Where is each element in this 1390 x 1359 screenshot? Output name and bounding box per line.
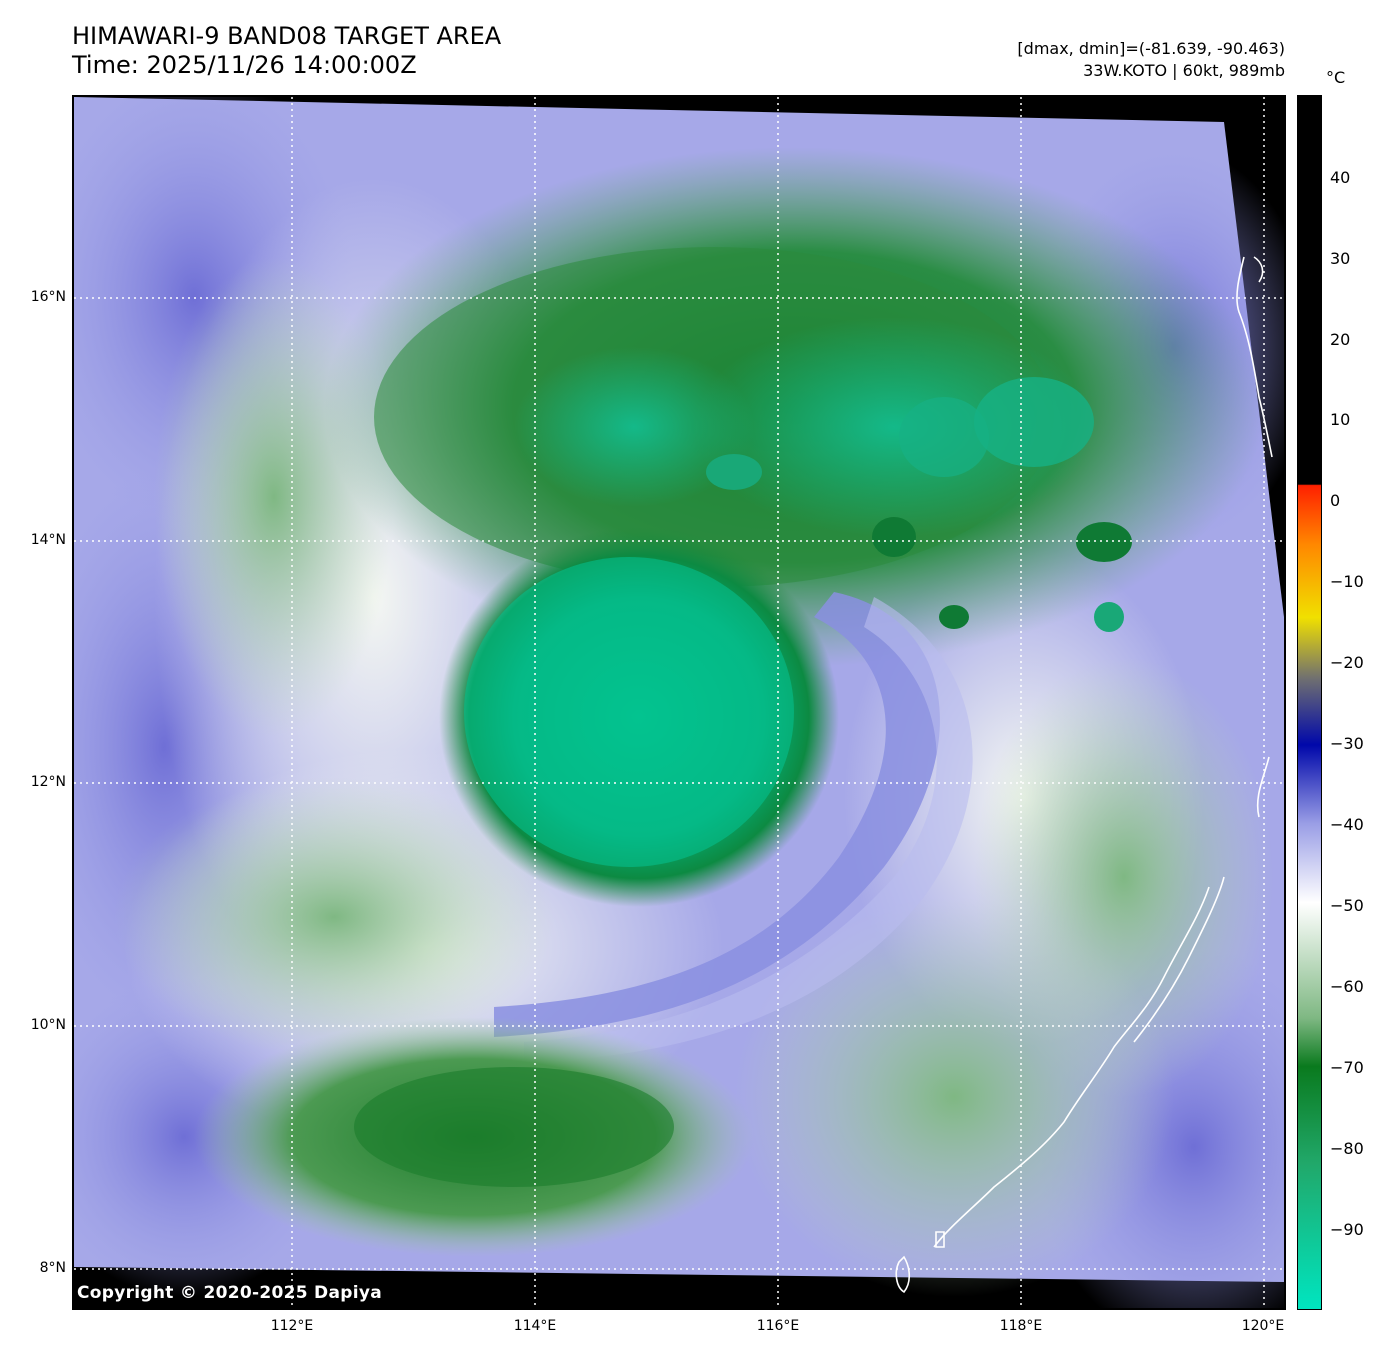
colorbar-tick-minus30: −30 bbox=[1330, 734, 1364, 753]
lat-label-14n: 14°N bbox=[30, 532, 66, 548]
copyright-notice: Copyright © 2020-2025 Dapiya bbox=[77, 1283, 382, 1303]
dmax-dmin-readout: [dmax, dmin]=(-81.639, -90.463) bbox=[1017, 39, 1285, 58]
figure-title: HIMAWARI-9 BAND08 TARGET AREA Time: 2025… bbox=[72, 22, 501, 80]
storm-name-readout: 33W.KOTO | 60kt, 989mb bbox=[1083, 61, 1285, 80]
cloud-field bbox=[74, 97, 1284, 1308]
colorbar-tick-10: 10 bbox=[1330, 410, 1351, 429]
colorbar-tick-minus90: −90 bbox=[1330, 1220, 1364, 1239]
lat-label-10n: 10°N bbox=[30, 1017, 66, 1033]
colorbar-tick-minus50: −50 bbox=[1330, 896, 1364, 915]
colorbar-tick-0: 0 bbox=[1330, 491, 1341, 510]
lon-label-116e: 116°E bbox=[756, 1318, 800, 1334]
colorbar-tick-minus80: −80 bbox=[1330, 1139, 1364, 1158]
colorbar-tick-30: 30 bbox=[1330, 249, 1351, 268]
colorbar-tick-40: 40 bbox=[1330, 168, 1351, 187]
lon-label-120e: 120°E bbox=[1241, 1318, 1285, 1334]
colorbar-tick-minus70: −70 bbox=[1330, 1058, 1364, 1077]
lat-label-8n: 8°N bbox=[39, 1260, 66, 1276]
coastline bbox=[895, 256, 1273, 1294]
storm-info: [dmax, dmin]=(-81.639, -90.463) 33W.KOTO… bbox=[1017, 38, 1285, 82]
colorbar-unit: °C bbox=[1326, 68, 1346, 87]
lat-label-12n: 12°N bbox=[30, 774, 66, 790]
colorbar-tick-minus40: −40 bbox=[1330, 815, 1364, 834]
lon-label-114e: 114°E bbox=[513, 1318, 557, 1334]
colorbar bbox=[1297, 95, 1322, 1310]
satellite-imagery bbox=[74, 97, 1284, 1308]
lat-label-16n: 16°N bbox=[30, 289, 66, 305]
graticule bbox=[74, 97, 1284, 1308]
satellite-map[interactable] bbox=[72, 95, 1286, 1310]
colorbar-tick-minus20: −20 bbox=[1330, 653, 1364, 672]
colorbar-tick-minus10: −10 bbox=[1330, 572, 1364, 591]
colorbar-tick-20: 20 bbox=[1330, 330, 1351, 349]
lon-label-112e: 112°E bbox=[270, 1318, 314, 1334]
lon-label-118e: 118°E bbox=[999, 1318, 1043, 1334]
title-line-2: Time: 2025/11/26 14:00:00Z bbox=[72, 51, 417, 79]
title-line-1: HIMAWARI-9 BAND08 TARGET AREA bbox=[72, 22, 502, 50]
colorbar-tick-minus60: −60 bbox=[1330, 977, 1364, 996]
